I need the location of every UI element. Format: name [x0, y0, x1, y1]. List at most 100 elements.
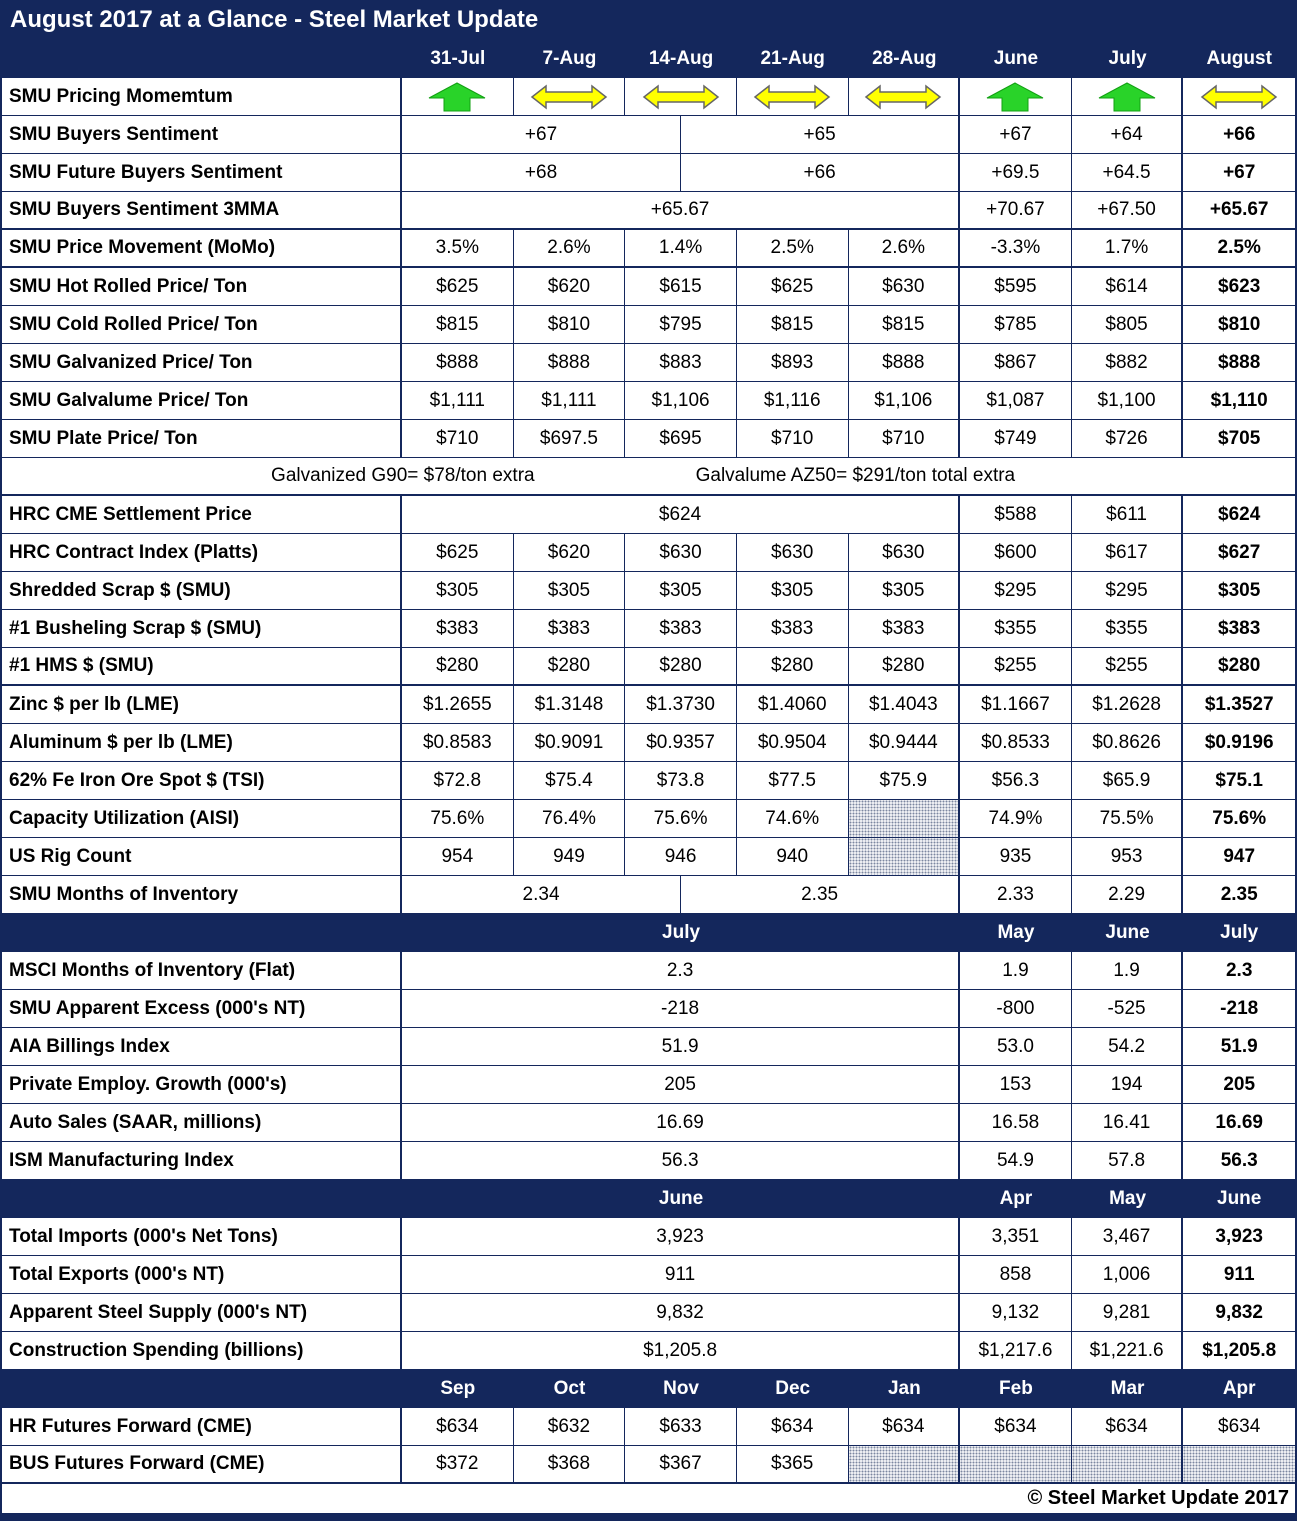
value-cell: $633 [625, 1408, 737, 1445]
value-cell: 2.5% [1217, 237, 1261, 258]
value-cell: $710 [737, 420, 849, 457]
value-cell: $1,221.6 [1072, 1332, 1184, 1369]
value-cell: $620 [514, 534, 626, 571]
table-row-hr-futures: HR Futures Forward (CME) $634 $632 $633 … [2, 1408, 1295, 1446]
row-label: Aluminum $ per lb (LME) [2, 724, 402, 761]
value-cell: $624 [402, 496, 961, 533]
value-cell: $595 [960, 268, 1072, 305]
value-cell: $383 [625, 610, 737, 647]
value-cell: $280 [737, 648, 849, 684]
value-cell: $0.9444 [849, 724, 961, 761]
value-cell: $280 [625, 648, 737, 684]
value-cell: $1,217.6 [960, 1332, 1072, 1369]
value-cell: +67 [402, 116, 682, 153]
subheader-month: June [1217, 1188, 1262, 1209]
value-cell: 911 [1223, 1263, 1255, 1285]
value-cell: +67 [960, 116, 1072, 153]
value-cell: 57.8 [1072, 1142, 1184, 1179]
value-cell: 75.6% [402, 800, 514, 837]
value-cell: $815 [737, 306, 849, 343]
value-cell: 56.3 [1220, 1149, 1258, 1171]
value-cell: 1.7% [1072, 230, 1184, 266]
col-header-june: June [993, 48, 1039, 69]
table-row-total-imports: Total Imports (000's Net Tons) 3,923 3,3… [2, 1218, 1295, 1256]
value-cell: $383 [849, 610, 961, 647]
value-cell: $611 [1072, 496, 1184, 533]
value-cell: 2.3 [1225, 959, 1253, 981]
value-cell: $632 [514, 1408, 626, 1445]
col-header-july: July [1108, 48, 1147, 69]
subheader-month: Dec [775, 1378, 811, 1399]
value-cell: +64.5 [1072, 154, 1184, 191]
value-cell: $617 [1072, 534, 1184, 571]
value-cell: $295 [960, 572, 1072, 609]
hatched-no-data-cell [848, 838, 961, 875]
momentum-flat-arrow-icon [514, 78, 626, 115]
table-row-extras-note: Galvanized G90= $78/ton extra Galvalume … [2, 458, 1295, 496]
value-cell: $1,111 [402, 382, 514, 419]
value-cell: 3.5% [402, 230, 514, 266]
value-cell: 954 [402, 838, 514, 875]
value-cell: +66 [681, 154, 961, 191]
row-label: HR Futures Forward (CME) [2, 1408, 402, 1445]
value-cell: +68 [402, 154, 682, 191]
value-cell: $305 [514, 572, 626, 609]
value-cell: $255 [960, 648, 1072, 684]
value-cell: 74.6% [737, 800, 849, 837]
table-row-zinc: Zinc $ per lb (LME) $1.2655 $1.3148 $1.3… [2, 686, 1295, 724]
value-cell: $625 [402, 268, 514, 305]
subheader-month: Mar [1110, 1378, 1145, 1399]
table-row-aluminum: Aluminum $ per lb (LME) $0.8583 $0.9091 … [2, 724, 1295, 762]
value-cell: 1.4% [625, 230, 737, 266]
momentum-flat-arrow-icon [849, 78, 961, 115]
table-row-galvalume: SMU Galvalume Price/ Ton $1,111 $1,111 $… [2, 382, 1295, 420]
value-cell: $65.9 [1072, 762, 1184, 799]
row-label: SMU Hot Rolled Price/ Ton [2, 268, 402, 305]
value-cell: $1,111 [514, 382, 626, 419]
value-cell: $634 [1072, 1408, 1184, 1445]
table-row-private-employment: Private Employ. Growth (000's) 205 153 1… [2, 1066, 1295, 1104]
row-label: Construction Spending (billions) [2, 1332, 402, 1369]
hatched-no-data-cell [848, 1446, 961, 1482]
value-cell: $73.8 [625, 762, 737, 799]
value-cell: $383 [402, 610, 514, 647]
value-cell: $0.8533 [960, 724, 1072, 761]
bottom-divider [2, 1513, 1295, 1521]
value-cell: $383 [737, 610, 849, 647]
value-cell: $815 [402, 306, 514, 343]
value-cell: $365 [737, 1446, 849, 1482]
row-label: Capacity Utilization (AISI) [2, 800, 402, 837]
value-cell: $620 [514, 268, 626, 305]
value-cell: $75.4 [514, 762, 626, 799]
value-cell: $1,110 [1210, 389, 1268, 411]
table-row-aia-billings: AIA Billings Index 51.9 53.0 54.2 51.9 [2, 1028, 1295, 1066]
subheader-month: Feb [999, 1378, 1033, 1399]
value-cell: $634 [402, 1408, 514, 1445]
table-row-future-buyers-sentiment: SMU Future Buyers Sentiment +68 +66 +69.… [2, 154, 1295, 192]
value-cell: $255 [1072, 648, 1184, 684]
page-title: August 2017 at a Glance - Steel Market U… [2, 0, 1295, 40]
value-cell: -3.3% [960, 230, 1072, 266]
value-cell: $893 [737, 344, 849, 381]
table-row-auto-sales: Auto Sales (SAAR, millions) 16.69 16.58 … [2, 1104, 1295, 1142]
table-row-hrc-platts: HRC Contract Index (Platts) $625 $620 $6… [2, 534, 1295, 572]
value-cell: 949 [514, 838, 626, 875]
value-cell: 205 [402, 1066, 961, 1103]
value-cell: $0.9504 [737, 724, 849, 761]
value-cell: $888 [849, 344, 961, 381]
value-cell: 16.58 [960, 1104, 1072, 1141]
row-label: SMU Galvalume Price/ Ton [2, 382, 402, 419]
value-cell: $280 [402, 648, 514, 684]
value-cell: 2.5% [737, 230, 849, 266]
value-cell: +67 [1223, 161, 1256, 183]
row-label: Apparent Steel Supply (000's NT) [2, 1294, 402, 1331]
value-cell: $882 [1072, 344, 1184, 381]
value-cell: $1.3730 [625, 686, 737, 723]
value-cell: 953 [1072, 838, 1184, 875]
value-cell: 9,832 [402, 1294, 961, 1331]
value-cell: $1,106 [625, 382, 737, 419]
value-cell: +70.67 [960, 192, 1072, 228]
table-row-hms: #1 HMS $ (SMU) $280 $280 $280 $280 $280 … [2, 648, 1295, 686]
value-cell: $625 [402, 534, 514, 571]
